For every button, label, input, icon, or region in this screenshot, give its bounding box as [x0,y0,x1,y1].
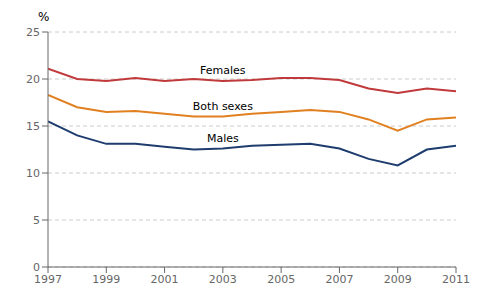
svg-text:Females: Females [200,64,246,77]
svg-text:25: 25 [26,26,40,39]
svg-text:15: 15 [26,120,40,133]
svg-text:2003: 2003 [209,273,237,286]
svg-text:20: 20 [26,73,40,86]
svg-text:2001: 2001 [151,273,179,286]
svg-text:1997: 1997 [34,273,62,286]
svg-text:2007: 2007 [325,273,353,286]
svg-text:2005: 2005 [267,273,295,286]
svg-text:1999: 1999 [92,273,120,286]
svg-text:2009: 2009 [384,273,412,286]
svg-text:Males: Males [207,132,239,145]
svg-text:0: 0 [33,261,40,274]
svg-text:Both sexes: Both sexes [193,100,253,113]
svg-text:10: 10 [26,167,40,180]
svg-text:2011: 2011 [442,273,470,286]
svg-text:5: 5 [33,214,40,227]
